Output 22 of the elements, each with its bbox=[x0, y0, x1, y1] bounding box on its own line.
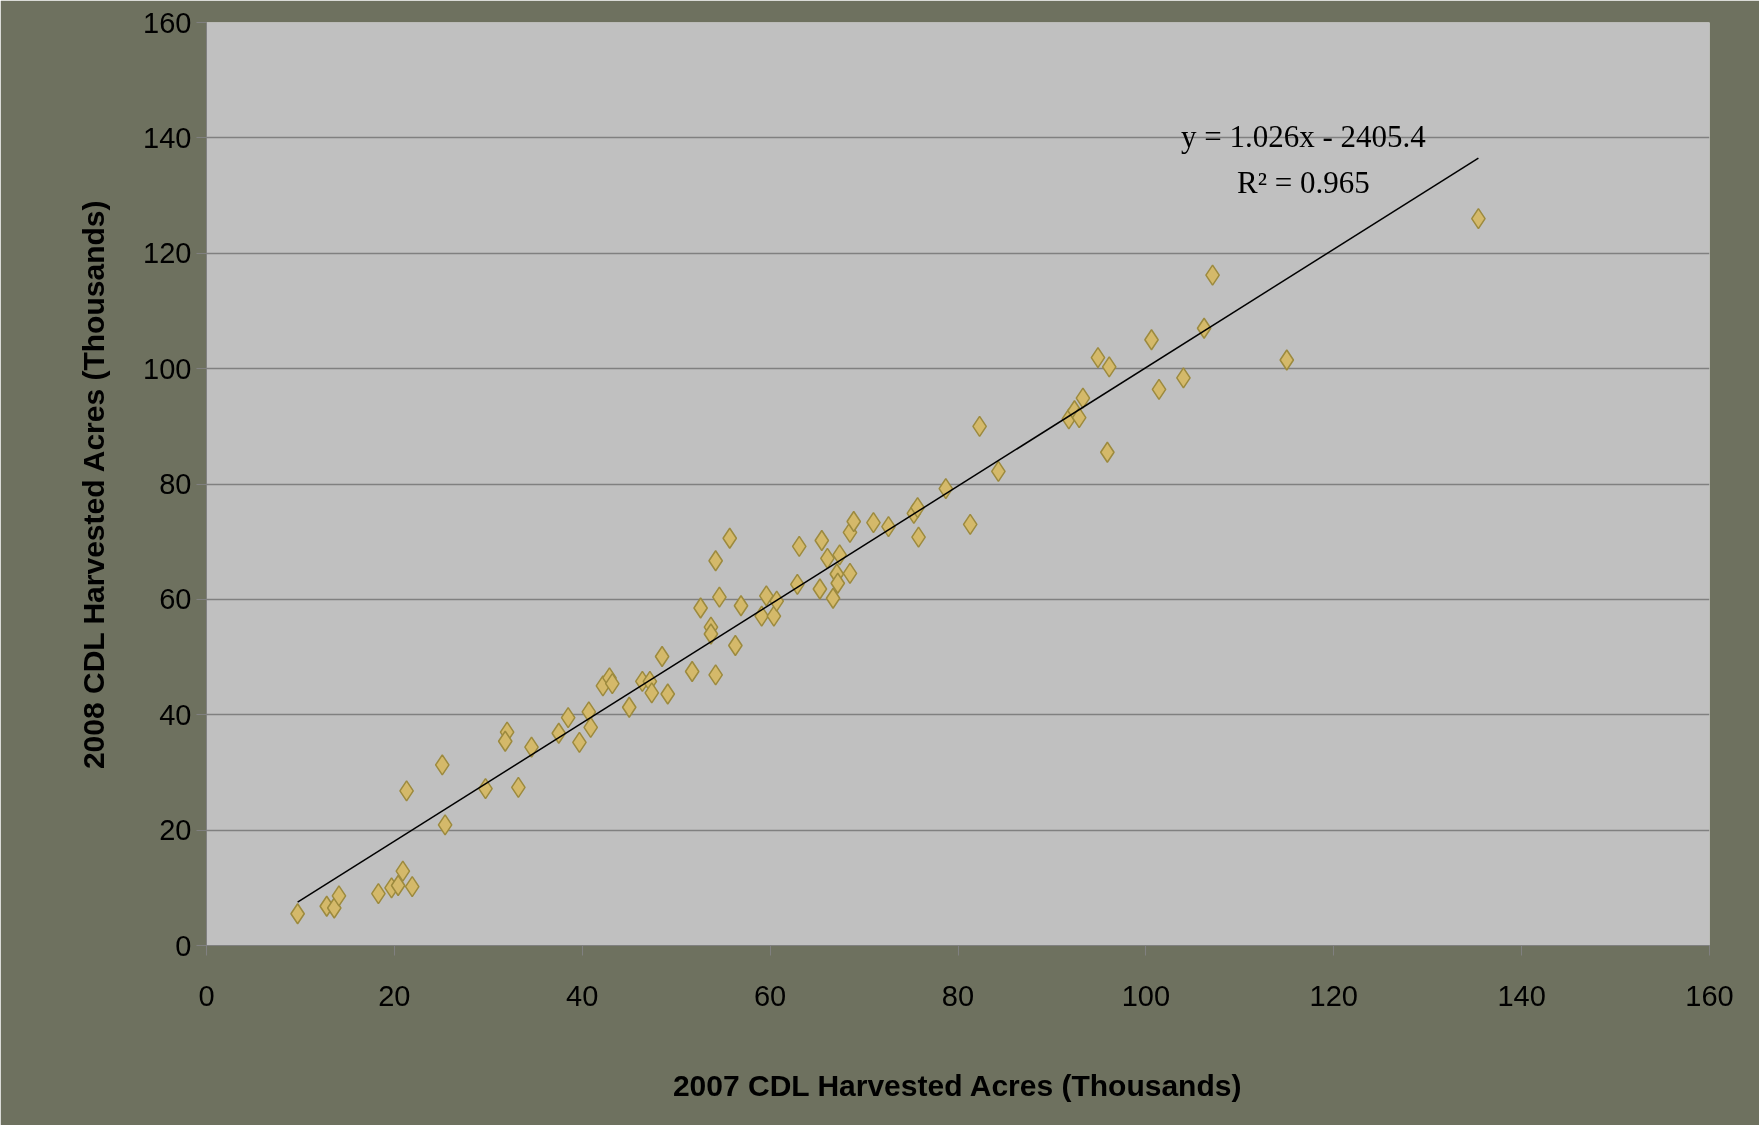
y-tick-label: 80 bbox=[159, 468, 192, 500]
x-tick-label: 80 bbox=[941, 979, 975, 1012]
y-tick-label: 120 bbox=[143, 237, 192, 270]
x-tick-label: 160 bbox=[1685, 979, 1734, 1012]
x-tick-label: 40 bbox=[566, 979, 599, 1012]
x-tick-label: 140 bbox=[1497, 979, 1546, 1012]
y-tick-label: 60 bbox=[159, 583, 192, 616]
annotation: y = 1.026x - 2405.4 bbox=[1181, 118, 1427, 154]
y-tick-label: 20 bbox=[159, 814, 192, 847]
x-tick-label: 0 bbox=[198, 979, 215, 1012]
x-tick-label: 60 bbox=[754, 979, 787, 1012]
y-tick-label: 0 bbox=[175, 929, 192, 962]
x-tick-label: 20 bbox=[378, 979, 411, 1012]
annotation: R² = 0.965 bbox=[1237, 164, 1370, 200]
y-tick-label: 40 bbox=[159, 698, 192, 731]
x-tick-label: 120 bbox=[1309, 979, 1358, 1012]
y-axis-title: 2008 CDL Harvested Acres (Thousands) bbox=[77, 200, 111, 770]
x-axis-title: 2007 CDL Harvested Acres (Thousands) bbox=[672, 1068, 1242, 1102]
y-tick-label: 100 bbox=[143, 352, 192, 385]
x-tick-label: 100 bbox=[1121, 979, 1171, 1012]
y-tick-label: 140 bbox=[143, 121, 192, 154]
y-tick-label: 160 bbox=[143, 6, 192, 39]
